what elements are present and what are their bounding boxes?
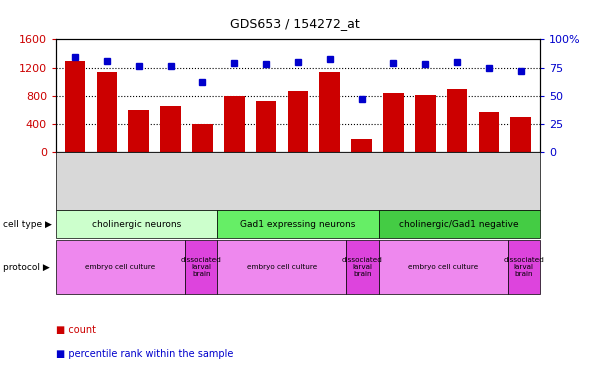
Bar xyxy=(415,95,435,152)
Text: embryo cell culture: embryo cell culture xyxy=(408,264,478,270)
Text: Gad1 expressing neurons: Gad1 expressing neurons xyxy=(240,220,356,228)
Text: protocol ▶: protocol ▶ xyxy=(3,263,50,272)
Bar xyxy=(160,106,181,152)
Bar xyxy=(65,61,86,152)
Bar xyxy=(447,88,467,152)
Bar xyxy=(351,139,372,152)
Bar xyxy=(97,72,117,152)
Bar xyxy=(192,124,213,152)
Bar xyxy=(129,110,149,152)
Bar xyxy=(224,96,245,152)
Text: embryo cell culture: embryo cell culture xyxy=(247,264,317,270)
Text: cholinergic/Gad1 negative: cholinergic/Gad1 negative xyxy=(399,220,519,228)
Bar xyxy=(256,101,277,152)
Text: dissociated
larval
brain: dissociated larval brain xyxy=(181,257,222,277)
Text: dissociated
larval
brain: dissociated larval brain xyxy=(342,257,383,277)
Text: embryo cell culture: embryo cell culture xyxy=(86,264,156,270)
Bar xyxy=(478,112,499,152)
Text: dissociated
larval
brain: dissociated larval brain xyxy=(503,257,544,277)
Bar xyxy=(510,117,531,152)
Text: ■ count: ■ count xyxy=(56,325,96,335)
Text: cholinergic neurons: cholinergic neurons xyxy=(92,220,181,228)
Bar xyxy=(383,93,404,152)
Text: GDS653 / 154272_at: GDS653 / 154272_at xyxy=(230,17,360,30)
Text: ■ percentile rank within the sample: ■ percentile rank within the sample xyxy=(56,350,234,359)
Bar xyxy=(287,91,309,152)
Bar xyxy=(319,72,340,152)
Text: cell type ▶: cell type ▶ xyxy=(3,220,52,228)
